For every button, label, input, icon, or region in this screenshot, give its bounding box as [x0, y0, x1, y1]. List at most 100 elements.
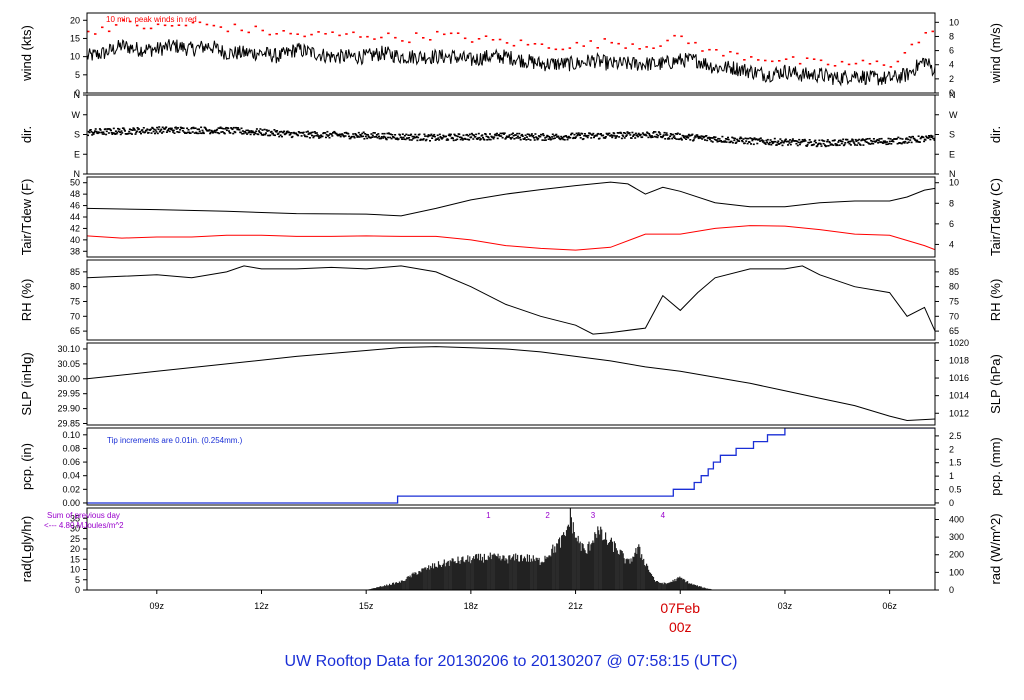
rad-left-tick-label: 35 [70, 513, 80, 523]
dir-point [338, 134, 341, 137]
dir-point [478, 136, 481, 139]
dir-point [613, 132, 616, 135]
dir-point [225, 126, 228, 129]
peak-wind-point [903, 52, 907, 54]
wind-data-point [837, 78, 838, 79]
dir-point [824, 144, 826, 146]
temp-data-point [226, 235, 227, 236]
rh-panel: 65 70 75 80 85 65 70 75 80 85 RH (%) RH (%) [19, 259, 1003, 341]
peak-wind-point [352, 31, 355, 34]
dir-point [916, 139, 919, 142]
dir-point [335, 132, 338, 135]
rh-data-point [540, 316, 541, 317]
dir-point [394, 134, 397, 136]
slp-series-0 [87, 346, 935, 422]
dir-point [470, 136, 473, 138]
dir-point [883, 141, 886, 144]
dir-point [311, 134, 313, 137]
dir-point [678, 138, 681, 141]
dir-point [221, 131, 224, 133]
dir-point [842, 144, 845, 147]
dir-point [91, 134, 94, 136]
slp-data-point [889, 415, 890, 416]
dir-point [609, 135, 612, 137]
wind-data-point [854, 74, 855, 75]
dir-point [662, 135, 665, 137]
wind-right-tick-label: 0 [949, 88, 954, 98]
dir-point [358, 136, 361, 138]
chart-title: UW Rooftop Data for 20130206 to 20130207… [285, 653, 738, 670]
dir-point [781, 144, 784, 147]
dir-point [195, 132, 198, 135]
dir-point [447, 139, 450, 141]
pcp-left-tick-label: 0.02 [62, 484, 80, 494]
dir-point [872, 138, 875, 140]
peak-wind-point [477, 38, 481, 40]
dir-point [161, 132, 163, 134]
dir-left-tick-label: N [74, 169, 81, 179]
dir-point [705, 135, 708, 137]
dir-point [641, 136, 644, 138]
dir-point [526, 133, 529, 135]
dir-point [658, 132, 661, 134]
dir-point [908, 136, 911, 138]
dir-point [156, 132, 159, 135]
dir-point [247, 131, 250, 134]
temp-data-point [889, 200, 890, 201]
dir-point [440, 138, 443, 140]
dir-point [470, 132, 473, 135]
dir-point [409, 134, 412, 137]
dir-right-axis-label: dir. [988, 126, 1003, 143]
peak-wind-point [338, 34, 341, 37]
dir-point [904, 140, 907, 143]
temp-data-point [680, 234, 681, 235]
dir-point [388, 133, 391, 135]
dir-point [157, 128, 160, 131]
dir-left-tick-label: E [74, 149, 80, 159]
dir-point [774, 140, 777, 143]
wind-data-point [348, 56, 349, 57]
dir-point [458, 133, 461, 136]
dir-point [325, 136, 327, 139]
dir-point [528, 133, 531, 136]
temp-left-tick-label: 42 [70, 223, 80, 233]
wind-series-1 [87, 19, 934, 68]
dir-point [529, 139, 532, 141]
slp-right-tick-label: 1020 [949, 338, 969, 348]
rad-right-axis-label: rad (W/m^2) [988, 513, 1003, 584]
wind-left-tick-label: 10 [70, 52, 80, 62]
dir-point [221, 127, 223, 130]
dir-point [169, 127, 172, 130]
dir-point [909, 136, 912, 139]
peak-wind-point [317, 31, 320, 33]
dir-point [838, 139, 840, 142]
dir-point [752, 143, 755, 146]
dir-point [533, 137, 535, 139]
temp-data-point [505, 194, 506, 195]
pcp-series-0 [87, 428, 935, 504]
dir-point [598, 137, 601, 140]
dir-point [454, 139, 457, 141]
dir-point [831, 139, 834, 142]
dir-point [641, 132, 644, 134]
dir-point [200, 132, 203, 135]
dir-point [120, 130, 123, 132]
dir-point [395, 138, 398, 140]
wind-data-point [296, 49, 297, 50]
dir-point [563, 139, 566, 141]
dir-point [752, 138, 755, 140]
dir-point [258, 130, 260, 132]
dir-point [438, 139, 441, 141]
peak-wind-point [540, 43, 544, 45]
dir-point [223, 132, 226, 135]
peak-wind-point [436, 30, 439, 33]
temp-data-point [261, 235, 262, 236]
dir-point [831, 143, 833, 146]
dir-point [423, 133, 426, 136]
dir-point [786, 140, 789, 143]
dir-point [657, 134, 660, 137]
dir-point [685, 138, 688, 140]
peak-wind-point [819, 59, 823, 62]
pcp-right-tick-label: 0 [949, 498, 954, 508]
